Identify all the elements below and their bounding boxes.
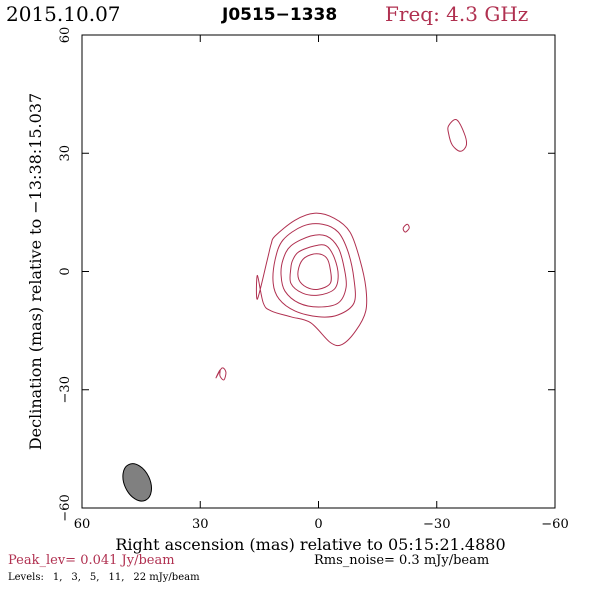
y-tick-label: 60 (58, 27, 73, 44)
beam-ellipse (122, 463, 152, 502)
x-axis-label: Right ascension (mas) relative to 05:15:… (115, 535, 505, 554)
levels-label: Levels: (8, 572, 44, 583)
peak-level: Peak_lev= 0.041 Jy/beam (8, 553, 175, 568)
level-value: 5, (89, 572, 100, 583)
level-value: 1, (52, 572, 63, 583)
axes-layer (81, 34, 556, 509)
contour-level-1 (402, 223, 410, 233)
level-value: 3, (71, 572, 81, 583)
x-tick-label: 60 (74, 517, 91, 532)
beam-layer (122, 463, 152, 502)
contour-level-11 (289, 244, 339, 296)
y-axis-label: Declination (mas) relative to −13:38:15.… (26, 93, 45, 450)
plot-frame (81, 34, 556, 509)
source-name: J0515−1338 (222, 5, 338, 25)
level-value: 22 mJy/beam (133, 572, 200, 583)
contour-layer (215, 118, 468, 381)
observation-date: 2015.10.07 (6, 2, 121, 26)
contour-level-1 (215, 367, 227, 381)
y-tick-label: −60 (58, 494, 73, 521)
rms-noise: Rms_noise= 0.3 mJy/beam (314, 553, 490, 568)
y-tick-label: −30 (58, 376, 73, 403)
frequency-label: Freq: 4.3 GHz (385, 2, 529, 26)
contour-level-3 (272, 223, 356, 318)
contour-level-1 (447, 118, 468, 152)
contour-levels: Levels: 1, 3, 5, 11, 22 mJy/beam (8, 572, 200, 583)
x-tick-label: 0 (314, 517, 322, 532)
x-tick-label: −30 (423, 517, 450, 532)
x-tick-label: −60 (541, 517, 568, 532)
y-tick-label: 30 (58, 145, 73, 162)
y-tick-label: 0 (58, 267, 73, 275)
label-layer: 60 30 0 −30 −60 −60 −30 0 30 60 Right ascension (m… (26, 27, 569, 554)
contour-level-1 (255, 212, 368, 347)
contour-level-22 (297, 253, 332, 290)
level-value: 11, (108, 572, 125, 583)
contour-level-5 (280, 234, 347, 308)
x-tick-label: 30 (192, 517, 209, 532)
